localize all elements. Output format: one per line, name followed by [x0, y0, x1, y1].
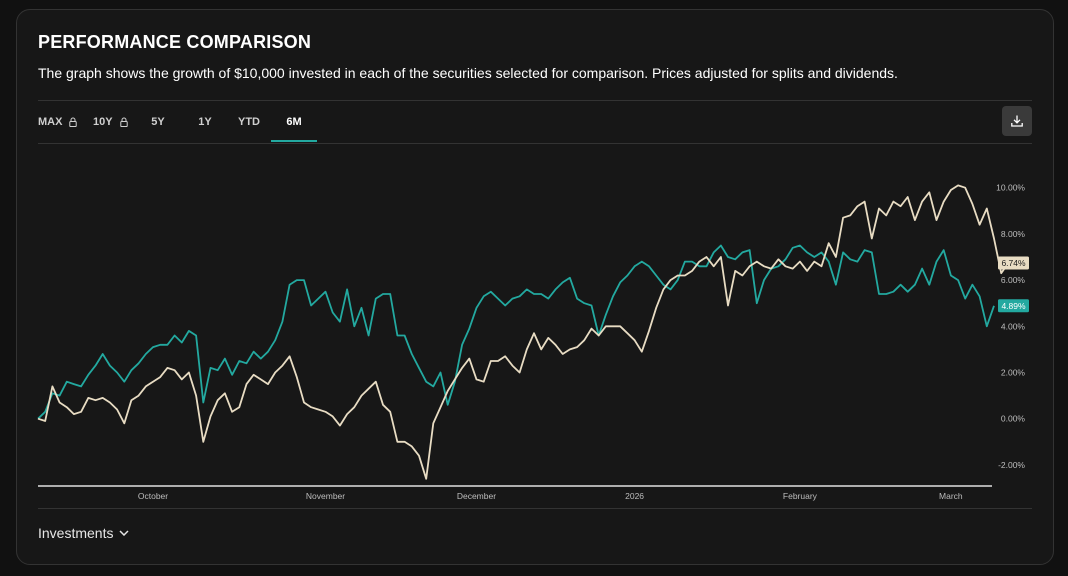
tab-label: YTD	[238, 116, 260, 128]
tab-ytd[interactable]: YTD	[231, 102, 267, 142]
x-tick-label: March	[939, 491, 963, 501]
x-tick-label: 2026	[625, 491, 644, 501]
x-tick-label: February	[783, 491, 818, 501]
end-value-badge	[998, 299, 1029, 313]
series-line	[37, 244, 995, 420]
tab-label: 1Y	[198, 116, 212, 128]
active-tab-indicator	[271, 140, 317, 142]
tab-max[interactable]: MAX	[38, 102, 88, 142]
x-tick-label: October	[138, 491, 168, 501]
tab-label: MAX	[38, 116, 63, 128]
tab-6m[interactable]: 6M	[271, 102, 317, 142]
y-tick-label: 2.00%	[1001, 368, 1026, 378]
y-tick-label: 8.00%	[1001, 229, 1026, 239]
tab-1y[interactable]: 1Y	[190, 102, 220, 142]
end-value-label: 6.74%	[1001, 258, 1026, 268]
x-tick-label: November	[306, 491, 345, 501]
tab-label: 5Y	[151, 116, 165, 128]
performance-comparison-card: PERFORMANCE COMPARISON The graph shows t…	[16, 9, 1054, 565]
tab-10y[interactable]: 10Y	[93, 102, 141, 142]
y-tick-label: 6.00%	[1001, 275, 1026, 285]
investments-toggle[interactable]: Investments	[38, 525, 130, 541]
lock-icon	[69, 117, 78, 127]
series-line	[37, 184, 1010, 480]
tab-label: 6M	[286, 116, 302, 128]
y-tick-label: 0.00%	[1001, 414, 1026, 424]
divider	[38, 100, 1032, 101]
chevron-down-icon	[119, 530, 130, 536]
download-icon	[1011, 115, 1023, 127]
end-value-label: 4.89%	[1001, 301, 1026, 311]
performance-line-chart: -2.00% 0.00% 2.00% 4.00% 6.00% 8.00% 10.00% Oc…	[37, 183, 1029, 501]
investments-label: Investments	[38, 525, 114, 541]
chart-subtitle: The graph shows the growth of $10,000 in…	[38, 65, 898, 81]
download-button[interactable]	[1002, 106, 1032, 136]
lock-icon	[119, 117, 128, 127]
y-tick-label: 4.00%	[1001, 321, 1026, 331]
tab-label: 10Y	[93, 116, 113, 128]
page-title: PERFORMANCE COMPARISON	[38, 32, 312, 52]
y-tick-label: 10.00%	[996, 183, 1025, 193]
x-tick-label: December	[457, 491, 496, 501]
y-tick-label: -2.00%	[998, 460, 1025, 470]
divider	[38, 143, 1032, 144]
end-value-badge	[998, 256, 1029, 270]
divider	[38, 508, 1032, 509]
tab-5y[interactable]: 5Y	[143, 102, 173, 142]
